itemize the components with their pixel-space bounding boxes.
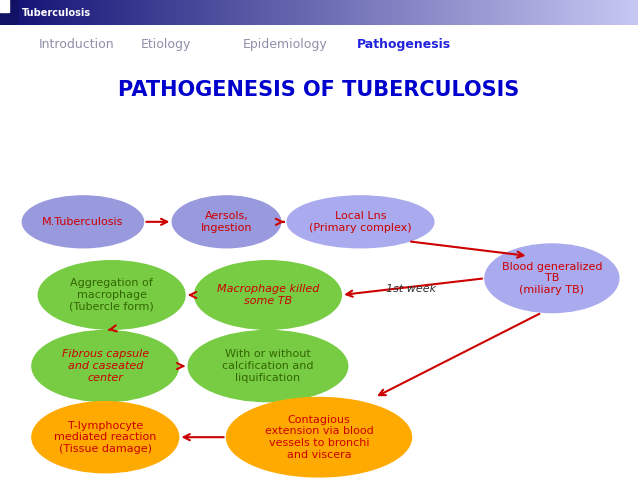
Text: PATHOGENESIS OF TUBERCULOSIS: PATHOGENESIS OF TUBERCULOSIS	[119, 80, 519, 100]
Ellipse shape	[38, 261, 185, 329]
Text: M.Tuberculosis: M.Tuberculosis	[42, 217, 124, 227]
Ellipse shape	[188, 331, 348, 401]
Bar	[0, 0, 9, 12]
Ellipse shape	[226, 398, 412, 477]
Ellipse shape	[32, 331, 179, 401]
Bar	[0, 0, 18, 25]
Text: Etiology: Etiology	[140, 38, 191, 51]
Text: Local Lns
(Primary complex): Local Lns (Primary complex)	[309, 211, 412, 233]
Text: Contagious
extension via blood
vessels to bronchi
and viscera: Contagious extension via blood vessels t…	[265, 415, 373, 459]
Text: Blood generalized
TB
(miliary TB): Blood generalized TB (miliary TB)	[501, 262, 602, 295]
Text: With or without
calcification and
liquification: With or without calcification and liquif…	[222, 350, 314, 383]
Text: Epidemiology: Epidemiology	[242, 38, 327, 51]
Text: Macrophage killed
some TB: Macrophage killed some TB	[217, 284, 319, 306]
Ellipse shape	[172, 196, 281, 248]
Ellipse shape	[22, 196, 144, 248]
Ellipse shape	[195, 261, 341, 329]
Text: Tuberculosis: Tuberculosis	[22, 8, 91, 18]
Text: Fibrous capsule
and caseated
center: Fibrous capsule and caseated center	[62, 350, 149, 383]
Text: Aggregation of
macrophage
(Tubercle form): Aggregation of macrophage (Tubercle form…	[70, 278, 154, 312]
Text: Aersols,
Ingestion: Aersols, Ingestion	[201, 211, 252, 233]
Text: Pathogenesis: Pathogenesis	[357, 38, 452, 51]
Ellipse shape	[32, 401, 179, 473]
Text: Introduction: Introduction	[38, 38, 114, 51]
Ellipse shape	[287, 196, 434, 248]
Text: T-lymphocyte
mediated reaction
(Tissue damage): T-lymphocyte mediated reaction (Tissue d…	[54, 421, 156, 454]
Text: 1st week: 1st week	[387, 284, 436, 294]
Ellipse shape	[485, 244, 619, 313]
